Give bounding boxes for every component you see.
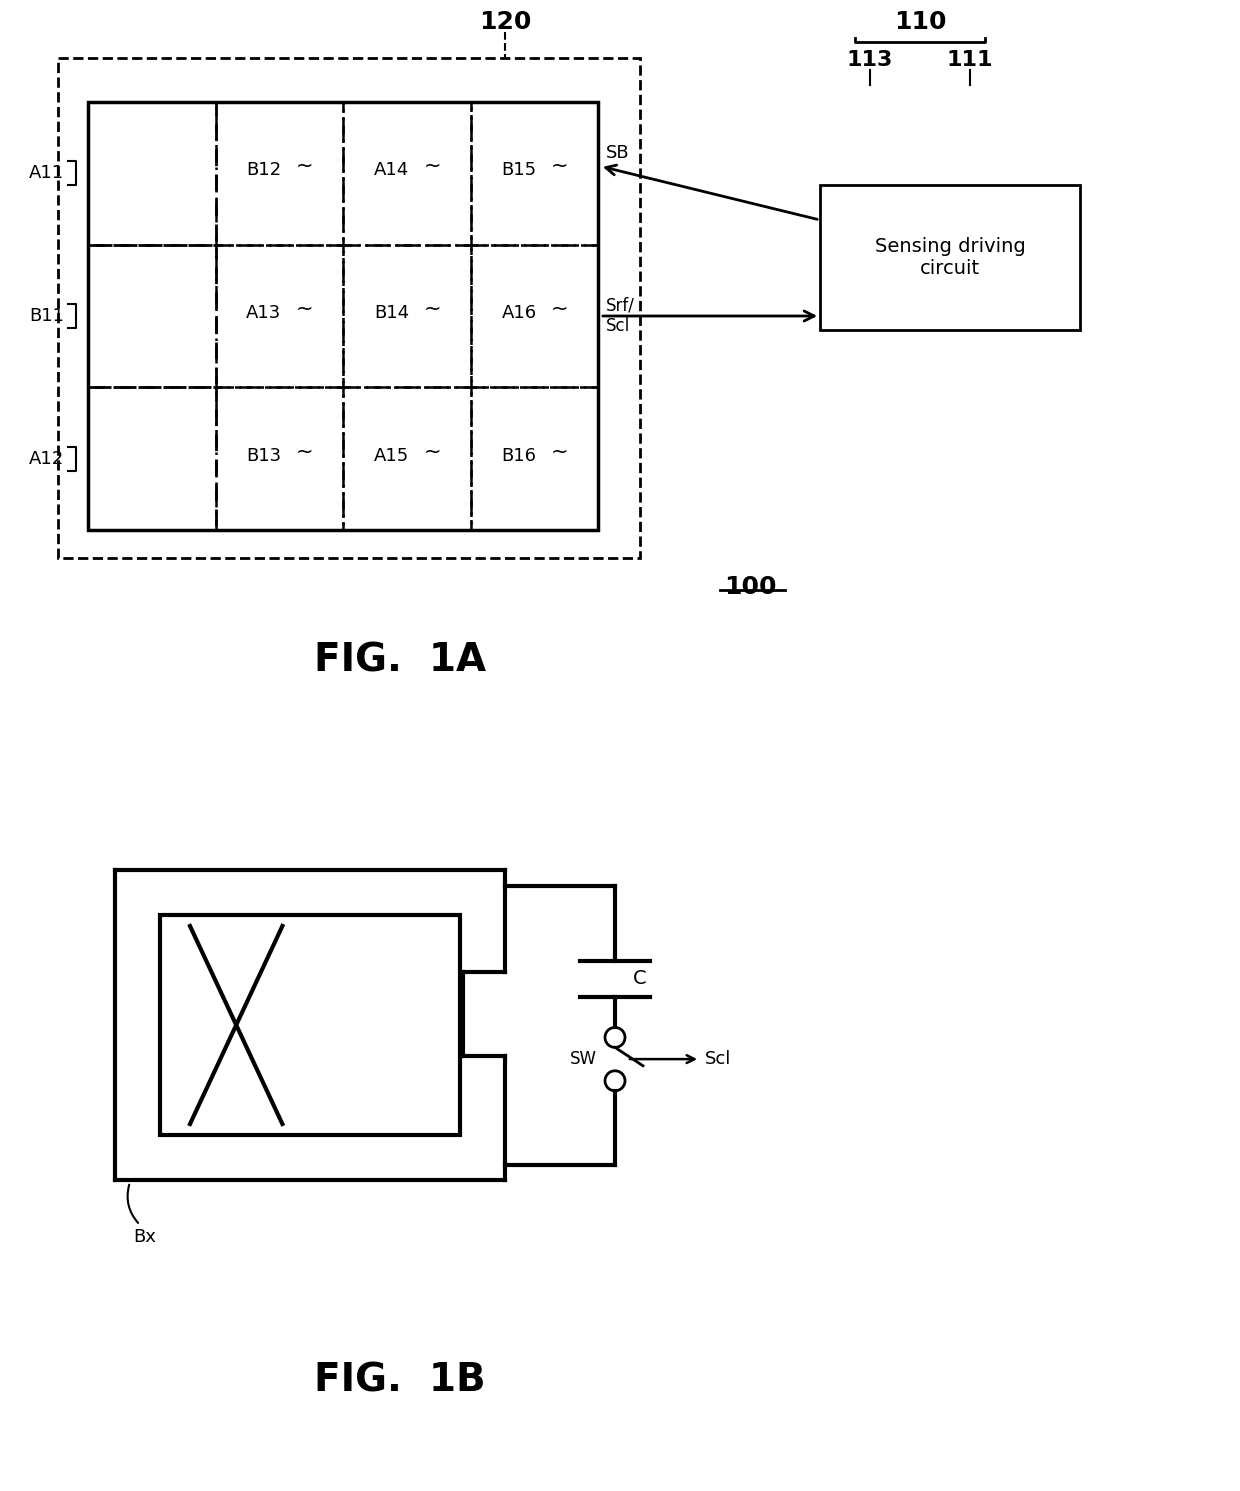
Text: A16: A16 — [501, 304, 537, 322]
Text: ~: ~ — [424, 157, 441, 176]
Text: ~: ~ — [551, 157, 568, 176]
Text: 111: 111 — [947, 51, 993, 70]
Bar — [160, 915, 460, 1135]
Text: A15: A15 — [373, 447, 409, 465]
Bar — [88, 388, 216, 529]
Bar — [470, 245, 598, 388]
Text: Srf/
Scl: Srf/ Scl — [606, 297, 635, 335]
Text: FIG.  1B: FIG. 1B — [314, 1361, 486, 1399]
Text: ~: ~ — [296, 441, 314, 462]
Bar — [216, 388, 343, 529]
Bar — [820, 185, 1080, 330]
Text: ~: ~ — [551, 298, 568, 319]
Text: A14: A14 — [373, 161, 409, 179]
Text: A11: A11 — [29, 164, 64, 182]
Text: Scl: Scl — [706, 1050, 732, 1068]
Text: B15: B15 — [501, 161, 537, 179]
Text: ~: ~ — [296, 298, 314, 319]
Text: 120: 120 — [479, 10, 531, 34]
Text: 100: 100 — [724, 576, 776, 599]
Text: SW: SW — [570, 1050, 596, 1068]
Text: ~: ~ — [424, 441, 441, 462]
Bar — [343, 388, 470, 529]
Text: SB: SB — [606, 145, 630, 163]
Text: 113: 113 — [847, 51, 893, 70]
Text: B14: B14 — [374, 304, 409, 322]
Text: 110: 110 — [894, 10, 946, 34]
Text: A13: A13 — [247, 304, 281, 322]
Text: B12: B12 — [247, 161, 281, 179]
Text: B16: B16 — [501, 447, 537, 465]
Bar — [470, 388, 598, 529]
Text: FIG.  1A: FIG. 1A — [314, 641, 486, 678]
Bar — [343, 101, 470, 245]
Text: ~: ~ — [551, 441, 568, 462]
Text: Bx: Bx — [134, 1229, 156, 1246]
Bar — [88, 101, 216, 245]
Bar — [216, 245, 343, 388]
Text: B13: B13 — [247, 447, 281, 465]
Circle shape — [605, 1027, 625, 1047]
Bar — [470, 101, 598, 245]
Bar — [343, 245, 470, 388]
Bar — [88, 101, 598, 529]
Bar — [88, 245, 216, 388]
Text: ~: ~ — [296, 157, 314, 176]
Text: ~: ~ — [424, 298, 441, 319]
Text: A12: A12 — [29, 450, 64, 468]
Bar — [216, 101, 343, 245]
Text: C: C — [632, 969, 646, 989]
Text: B11: B11 — [29, 307, 64, 325]
Bar — [58, 58, 640, 558]
Text: Sensing driving
circuit: Sensing driving circuit — [874, 237, 1025, 277]
Circle shape — [605, 1071, 625, 1091]
